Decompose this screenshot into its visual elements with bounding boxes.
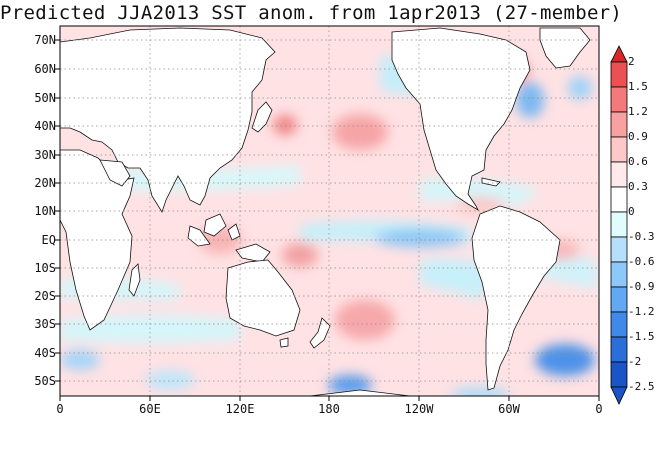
graticule <box>60 26 599 396</box>
lat-label-30n: 30N <box>34 148 56 162</box>
lat-label-10s: 10S <box>34 261 56 275</box>
lat-label-20s: 20S <box>34 289 56 303</box>
landmasses <box>60 27 591 396</box>
colorbar-label: -0.9 <box>628 280 655 293</box>
lon-label-120w: 120W <box>404 402 434 416</box>
colorbar-label: -1.2 <box>628 305 655 318</box>
lon-label-180: 180 <box>318 402 340 416</box>
colorbar-label: -0.3 <box>628 230 655 243</box>
colorbar-label: -2.5 <box>628 380 655 393</box>
lon-label-0: 0 <box>56 402 64 416</box>
lat-label-10n: 10N <box>34 204 56 218</box>
lon-label-0-east: 0 <box>595 402 603 416</box>
lon-label-60e: 60E <box>139 402 161 416</box>
axis-ticks <box>55 39 600 401</box>
lon-label-120e: 120E <box>225 402 255 416</box>
lat-label-50n: 50N <box>34 91 56 105</box>
lat-label-20n: 20N <box>34 176 56 190</box>
lat-label-eq: EQ <box>41 233 56 247</box>
lon-label-60w: 60W <box>498 402 520 416</box>
colorbar-label: 0 <box>628 205 635 218</box>
lat-label-60n: 60N <box>34 62 56 76</box>
colorbar-label: 1.2 <box>628 105 648 118</box>
colorbar-label: 0.3 <box>628 180 648 193</box>
colorbar-label: -1.5 <box>628 330 655 343</box>
lat-label-40n: 40N <box>34 119 56 133</box>
lat-label-40s: 40S <box>34 346 56 360</box>
anomaly-field <box>60 26 599 396</box>
colorbar-label: 2 <box>628 55 635 68</box>
colorbar-label: 0.9 <box>628 130 648 143</box>
colorbar-label: 1.5 <box>628 80 648 93</box>
lat-label-70n: 70N <box>34 33 56 47</box>
lat-label-50s: 50S <box>34 374 56 388</box>
colorbar-label: 0.6 <box>628 155 648 168</box>
colorbar <box>610 45 628 405</box>
map-title: Predicted JJA2013 SST anom. from 1apr201… <box>0 2 623 24</box>
colorbar-label: -2 <box>628 355 642 368</box>
lat-label-30s: 30S <box>34 317 56 331</box>
colorbar-label: -0.6 <box>628 255 655 268</box>
